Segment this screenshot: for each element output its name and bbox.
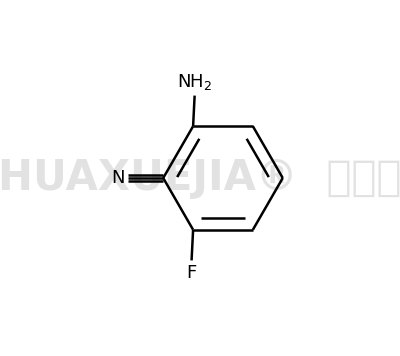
Text: N: N: [111, 169, 124, 187]
Text: HUAXUEJIA®  化学加: HUAXUEJIA® 化学加: [0, 157, 400, 199]
Text: F: F: [186, 264, 197, 282]
Text: NH$_2$: NH$_2$: [177, 72, 212, 92]
